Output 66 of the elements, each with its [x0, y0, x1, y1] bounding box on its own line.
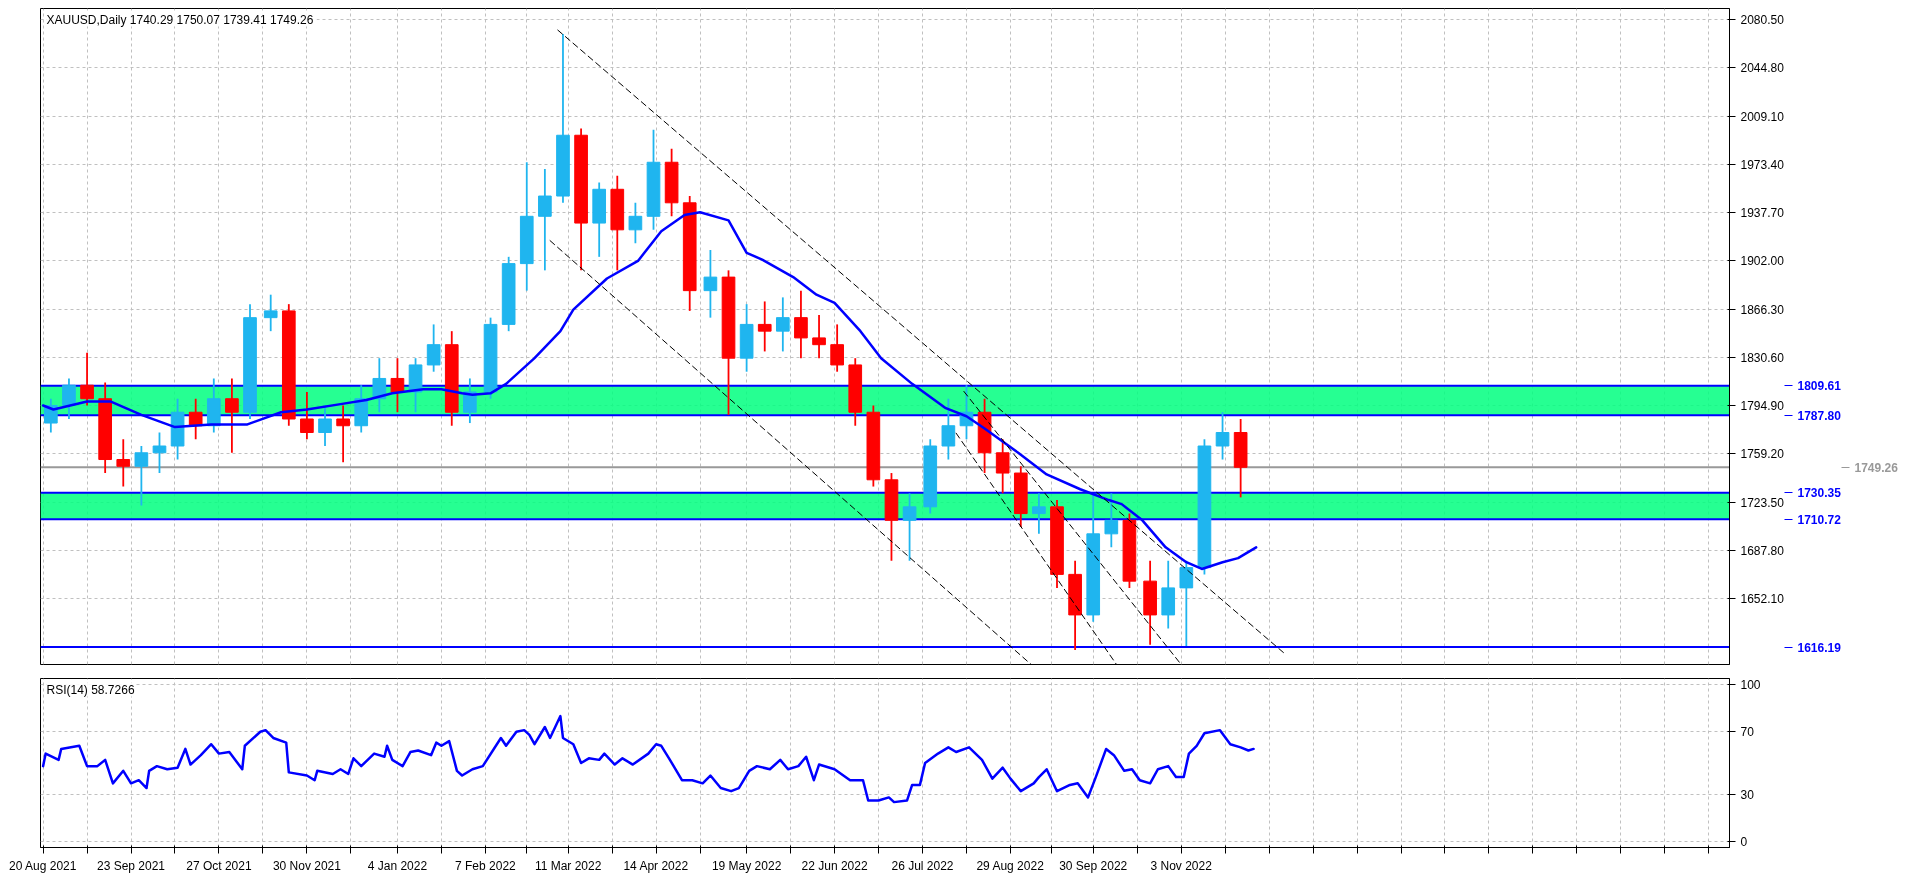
y-tick-label: 1759.20 — [1740, 447, 1785, 462]
candlestick — [152, 431, 167, 474]
candlestick — [62, 377, 76, 420]
candlestick — [941, 397, 956, 461]
candlestick — [390, 357, 405, 414]
candlestick — [628, 201, 643, 245]
y-tick-label: 1973.40 — [1740, 157, 1785, 172]
candlestick — [300, 391, 314, 441]
candlestick — [336, 404, 350, 464]
candlestick — [225, 377, 239, 454]
y-tick-label: 1652.10 — [1740, 592, 1785, 607]
chart-title: RSI(14) 58.7266 — [46, 682, 135, 697]
candlestick — [757, 300, 772, 353]
x-tick-label: 26 Jul 2022 — [891, 858, 954, 873]
y-tick-label: 1902.00 — [1740, 254, 1785, 269]
y-tick-label: 100 — [1740, 678, 1761, 693]
x-tick-label: 22 Jun 2022 — [801, 858, 868, 873]
x-tick-label: 27 Oct 2021 — [186, 858, 252, 873]
candlestick — [794, 289, 808, 360]
candlestick — [995, 438, 1010, 495]
x-tick-label: 7 Feb 2022 — [455, 858, 517, 873]
candlestick — [1215, 411, 1230, 461]
candlestick — [263, 293, 278, 333]
chart-title: XAUUSD,Daily 1740.29 1750.07 1739.41 1749.26 — [46, 12, 314, 27]
line-series — [41, 714, 1255, 804]
x-tick-label: 30 Nov 2021 — [272, 858, 342, 873]
x-tick-label: 30 Sep 2022 — [1059, 858, 1128, 873]
y-tick-label: 2009.10 — [1740, 109, 1785, 124]
candlestick — [538, 168, 552, 272]
y-tick-label: 70 — [1740, 725, 1755, 740]
x-tick-label: 11 Mar 2022 — [534, 858, 602, 873]
ref-line-label: 1616.19 — [1797, 640, 1842, 655]
candlestick — [80, 351, 94, 407]
ref-line-label: 1809.61 — [1797, 379, 1842, 394]
y-tick-label: 30 — [1740, 787, 1755, 802]
y-tick-label: 1723.50 — [1740, 495, 1785, 510]
y-tick-label: 2044.80 — [1740, 61, 1785, 76]
x-tick-label: 14 Apr 2022 — [623, 858, 689, 873]
y-tick-label: 1687.80 — [1740, 543, 1785, 558]
candlestick — [372, 357, 387, 414]
candlestick — [830, 323, 844, 373]
candlestick — [1104, 492, 1119, 549]
ref-line-label: 1787.80 — [1797, 408, 1842, 423]
ref-line-label: 1730.35 — [1797, 486, 1842, 501]
candlestick — [1032, 492, 1046, 535]
x-tick-label: 3 Nov 2022 — [1150, 858, 1213, 873]
candlestick — [902, 492, 917, 562]
x-tick-label: 4 Jan 2022 — [367, 858, 428, 873]
x-tick-label: 20 Aug 2021 — [9, 858, 77, 873]
y-tick-label: 1866.30 — [1740, 302, 1785, 317]
y-tick-label: 1830.60 — [1740, 350, 1785, 365]
ref-line-label: 1749.26 — [1854, 460, 1899, 475]
candlestick — [116, 438, 131, 488]
candlestick — [426, 323, 441, 373]
candlestick — [703, 249, 718, 319]
y-tick-label: 2080.50 — [1740, 13, 1785, 28]
x-tick-label: 23 Sep 2021 — [97, 858, 166, 873]
y-tick-label: 1794.90 — [1740, 399, 1785, 414]
y-tick-label: 0 — [1740, 834, 1748, 849]
x-tick-label: 19 May 2022 — [711, 858, 782, 873]
y-tick-label: 1937.70 — [1740, 206, 1785, 221]
candlestick — [134, 445, 149, 507]
x-tick-label: 29 Aug 2022 — [976, 858, 1045, 873]
candlestick — [776, 296, 790, 353]
ref-line-label: 1710.72 — [1797, 512, 1842, 527]
candlestick — [812, 314, 826, 360]
